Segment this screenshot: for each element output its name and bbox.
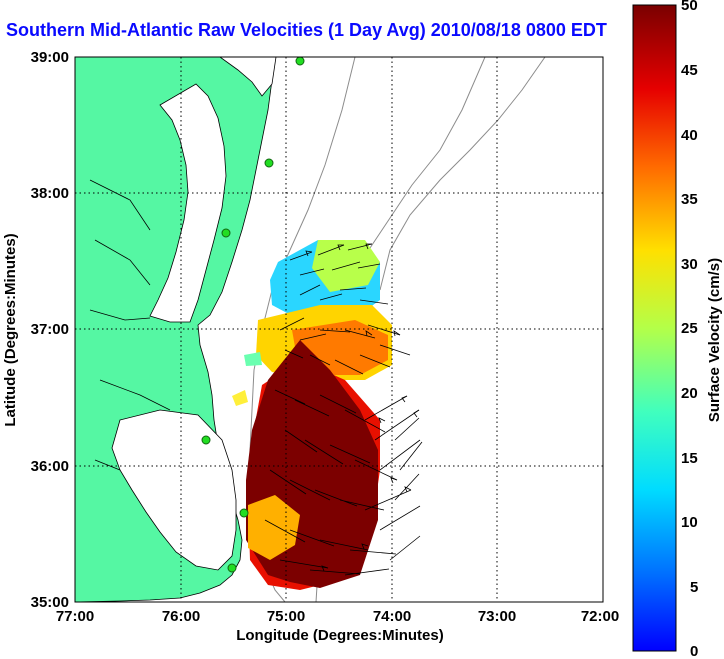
pamlico-sound [111,409,237,571]
colorbar-tick-label: 10 [681,514,698,531]
colorbar-tick-label: 0 [690,643,698,659]
radar-station-marker [239,508,249,518]
colorbar-tick-label: 30 [681,256,698,273]
x-tick-label: 72:00 [581,608,619,625]
colorbar-tick-label: 40 [681,127,698,144]
x-tick-label: 77:00 [56,608,94,625]
radar-station-marker [227,563,237,573]
velocity-vectors [264,243,423,576]
x-axis-label: Longitude (Degrees:Minutes) [236,627,444,644]
velocity-field [232,240,392,590]
colorbar-label: Surface Velocity (cm/s) [706,258,723,422]
y-tick-label: 36:00 [31,458,69,475]
y-tick-label: 35:00 [31,594,69,611]
radar-station-marker [295,57,305,66]
radar-station-marker [201,435,211,445]
colorbar-tick-label: 35 [681,191,698,208]
colorbar-tick-label: 5 [690,579,698,596]
y-tick-label: 38:00 [31,185,69,202]
colorbar-tick-label: 45 [681,62,698,79]
colorbar-tick-label: 15 [681,450,698,467]
colorbar-tick-label: 20 [681,385,698,402]
plot-frame [74,56,604,603]
y-axis-label: Latitude (Degrees:Minutes) [2,233,19,426]
colorbar [632,4,677,652]
x-tick-label: 76:00 [162,608,200,625]
x-tick-labels: 77:00 76:00 75:00 74:00 73:00 72:00 [56,608,619,625]
colorbar-ticks: 50 45 40 35 30 25 20 15 10 5 0 [681,0,698,659]
radar-station-marker [221,228,231,238]
radar-stations [201,57,305,573]
x-tick-label: 73:00 [478,608,516,625]
y-tick-label: 39:00 [31,49,69,66]
x-tick-label: 75:00 [267,608,305,625]
river-inlets [89,179,171,471]
colorbar-tick-label: 25 [681,320,698,337]
grid-lines [75,57,603,602]
chesapeake-bay [149,83,227,323]
delaware-bay [219,57,277,97]
y-tick-label: 37:00 [31,321,69,338]
chart-title: Southern Mid-Atlantic Raw Velocities (1 … [6,20,607,40]
y-tick-labels: 39:00 38:00 37:00 36:00 35:00 [31,49,69,611]
x-tick-label: 74:00 [373,608,411,625]
bathymetry-contour-3 [379,57,546,291]
radar-station-marker [264,158,274,168]
colorbar-tick-label: 50 [681,0,698,14]
